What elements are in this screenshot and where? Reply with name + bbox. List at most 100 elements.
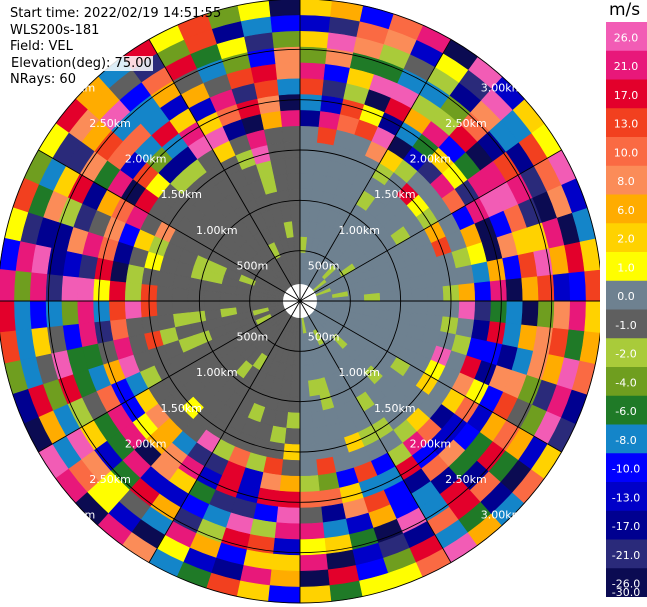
velocity-cell [203, 290, 221, 302]
range-ring-label: 1.50km [160, 402, 202, 415]
colorbar-swatch [606, 395, 647, 425]
velocity-cell [268, 585, 301, 604]
velocity-cell [395, 288, 413, 302]
colorbar-tick-label: -8.0 [615, 434, 636, 447]
colorbar-tick-label: 17.0 [614, 89, 639, 102]
colorbar-swatch [606, 568, 647, 597]
velocity-cell [299, 30, 329, 49]
colorbar-swatch [606, 367, 647, 397]
velocity-cell [299, 412, 314, 430]
velocity-cell [299, 0, 332, 17]
range-ring-label: 3.00km [481, 509, 523, 522]
range-ring-label: 1.50km [374, 402, 416, 415]
velocity-cell [299, 585, 332, 604]
colorbar-swatch [606, 165, 647, 195]
azimuth-spoke [299, 300, 562, 453]
colorbar-tick-label: 26.0 [614, 31, 639, 44]
velocity-cell [316, 126, 337, 146]
velocity-cell [171, 287, 189, 302]
azimuth-spoke [299, 300, 452, 563]
velocity-cell [299, 77, 324, 96]
velocity-cell [286, 412, 301, 430]
colorbar-swatch [606, 510, 647, 540]
velocity-cell [124, 300, 142, 320]
velocity-cell [471, 260, 491, 284]
velocity-cell [317, 110, 341, 130]
velocity-cell [299, 522, 326, 540]
velocity-cell [299, 220, 309, 238]
velocity-cell [13, 270, 32, 302]
colorbar-tick-label: 0.0 [617, 290, 635, 303]
range-ring-label: 2.00km [410, 153, 452, 166]
colorbar-tick-label: 13.0 [614, 118, 639, 131]
colorbar-swatch [606, 252, 647, 282]
ppi-plot: 500m 500m 500m 500m 1.00km 1.00km 1.00km 1.00km… [0, 0, 600, 604]
velocity-cell [474, 280, 492, 302]
colorbar-swatch [606, 22, 647, 52]
velocity-cell [281, 459, 301, 477]
velocity-cell [287, 188, 301, 206]
velocity-cell [299, 569, 331, 588]
velocity-cell [92, 279, 111, 302]
range-ring-label: 500m [237, 259, 269, 272]
colorbar-tick-label: 1.0 [617, 261, 635, 274]
velocity-cell [76, 300, 95, 325]
velocity-cell [379, 300, 397, 312]
range-ring-label: 500m [308, 259, 340, 272]
colorbar-tick-label: -26.0 [612, 578, 640, 591]
velocity-cell [61, 275, 79, 302]
velocity-cell [259, 472, 283, 492]
azimuth-spoke [148, 300, 301, 563]
velocity-cell [299, 172, 314, 190]
velocity-cell [552, 272, 571, 302]
velocity-cell [286, 172, 301, 190]
velocity-cell [317, 472, 341, 492]
velocity-cell [299, 490, 322, 509]
velocity-cell [287, 396, 301, 414]
range-ring-label: 1.00km [196, 366, 238, 379]
velocity-cell [455, 317, 475, 338]
velocity-cell [299, 93, 322, 112]
range-ring-label: 3.00km [481, 81, 523, 94]
velocity-cell [279, 475, 301, 493]
velocity-cell [156, 285, 174, 302]
azimuth-spoke [299, 39, 452, 302]
velocity-cell [552, 300, 571, 330]
velocity-cell [259, 110, 283, 130]
colorbar-swatch [606, 424, 647, 454]
velocity-cell [426, 285, 444, 302]
velocity-cell [108, 280, 126, 302]
azimuth-spoke [148, 39, 301, 302]
range-ring-label: 500m [308, 331, 340, 344]
colorbar-tick-label: -13.0 [612, 491, 640, 504]
velocity-cell [0, 269, 16, 302]
velocity-cell [276, 77, 301, 96]
colorbar-swatch [606, 453, 647, 483]
velocity-cell [505, 277, 524, 302]
velocity-cell [187, 300, 205, 314]
velocity-cell [568, 270, 587, 302]
velocity-cell [584, 269, 600, 302]
velocity-cell [284, 427, 301, 445]
velocity-cell [274, 522, 301, 540]
velocity-cell [109, 318, 129, 342]
velocity-cell [299, 506, 324, 525]
velocity-cell [29, 272, 48, 302]
velocity-cell [61, 300, 79, 327]
velocity-cell [124, 282, 142, 302]
velocity-cell [584, 300, 600, 333]
velocity-cell [299, 553, 329, 572]
colorbar-swatch [606, 539, 647, 569]
velocity-cell [299, 14, 331, 33]
colorbar-swatch [606, 50, 647, 80]
colorbar-swatch [606, 338, 647, 368]
colorbar-swatch [606, 137, 647, 167]
colorbar-tick-label: -6.0 [615, 405, 636, 418]
velocity-cell [13, 300, 32, 332]
range-ring-label: 1.50km [160, 188, 202, 201]
velocity-cell [521, 275, 539, 302]
colorbar-tick-label: 6.0 [617, 204, 635, 217]
colorbar-tick-label: 10.0 [614, 146, 639, 159]
elevation-text: Elevation(deg): 75.00 [10, 55, 153, 71]
colorbar-tick-label: -1.0 [615, 319, 636, 332]
